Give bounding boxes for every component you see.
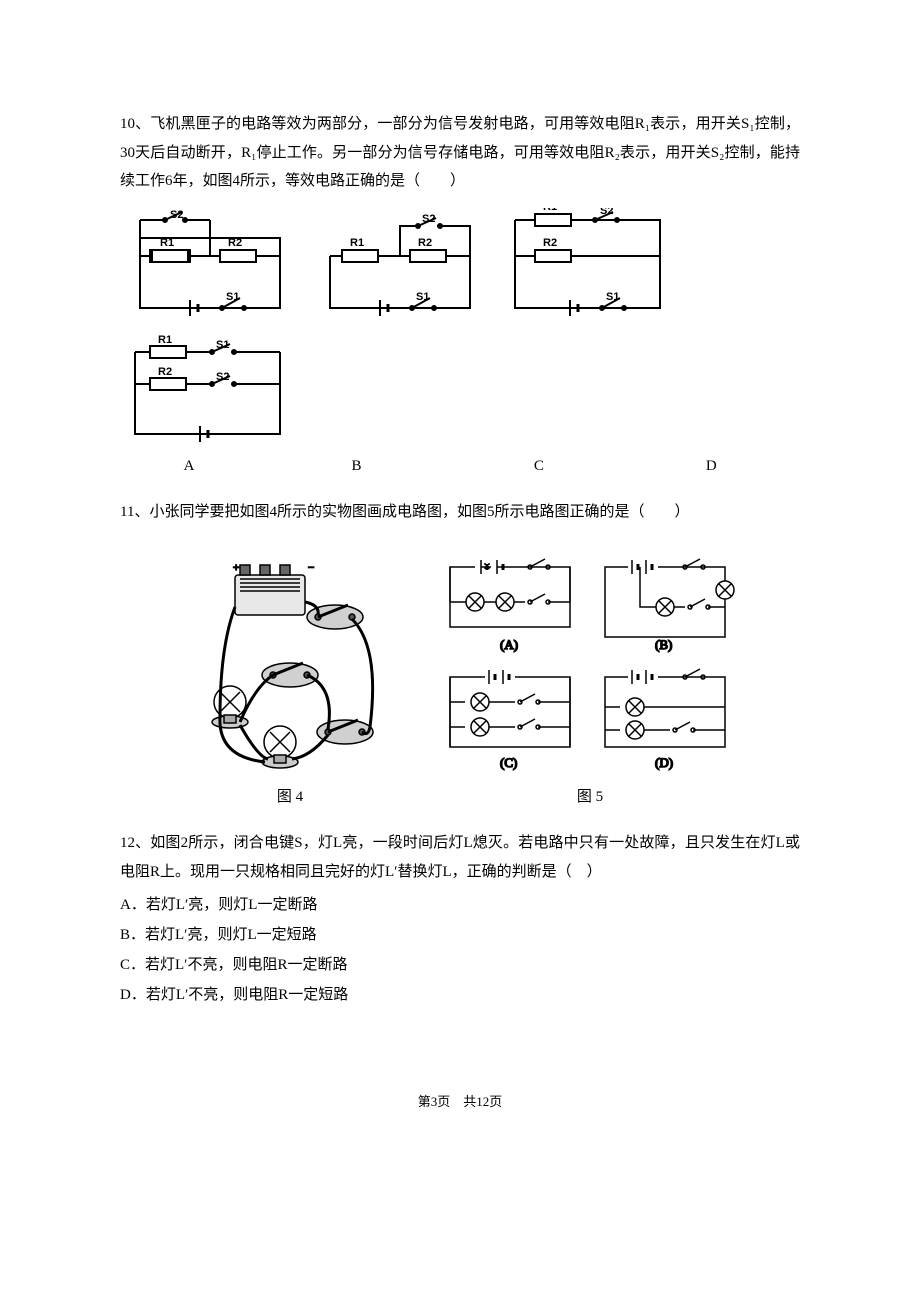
q12-options: A．若灯L′亮，则灯L一定断路 B．若灯L′亮，则灯L一定短路 C．若灯L′不亮…: [120, 890, 800, 1010]
label-s2: S2: [600, 208, 613, 217]
circuit-options-icon: (A): [440, 557, 740, 777]
label-r1: R1: [160, 237, 174, 249]
circuit-a: S2 R1 R2 S1: [120, 208, 300, 326]
label-r2: R2: [418, 237, 432, 249]
question-10: 10、飞机黑匣子的电路等效为两部分，一部分为信号发射电路，可用等效电阻R₁表示，…: [120, 110, 800, 480]
opt-c-label: (C): [500, 755, 517, 770]
fig4-label: 图 4: [180, 783, 400, 812]
opt-d-label: (D): [655, 755, 673, 770]
opt-b-label: (B): [655, 637, 672, 652]
label-r2: R2: [158, 366, 172, 378]
q12-opt-a: A．若灯L′亮，则灯L一定断路: [120, 890, 800, 920]
q11-text: 11、小张同学要把如图4所示的实物图画成电路图，如图5所示电路图正确的是（ ）: [120, 498, 800, 527]
q12-opt-b: B．若灯L′亮，则灯L一定短路: [120, 920, 800, 950]
label-s1: S1: [606, 291, 619, 303]
q11-fig5: (A): [440, 557, 740, 812]
q10-label-b: B: [258, 452, 455, 481]
label-r2: R2: [543, 237, 557, 249]
label-r1: R1: [350, 237, 364, 249]
q10-text: 10、飞机黑匣子的电路等效为两部分，一部分为信号发射电路，可用等效电阻R₁表示，…: [120, 110, 800, 196]
label-s2: S2: [170, 209, 183, 221]
q10-label-c: C: [455, 452, 623, 481]
label-r1: R1: [158, 334, 172, 346]
q11-fig4: + −: [180, 557, 400, 812]
svg-text:−: −: [308, 562, 314, 574]
label-s1: S1: [216, 339, 229, 351]
label-r2: R2: [228, 237, 242, 249]
q11-figures: + −: [120, 557, 800, 812]
circuit-d: R1 S1 R2 S2: [120, 334, 300, 452]
label-s2: S2: [216, 371, 229, 383]
label-s1: S1: [226, 291, 239, 303]
q10-label-a: A: [120, 452, 258, 481]
fig5-label: 图 5: [440, 783, 740, 812]
q10-circuits-row1: S2 R1 R2 S1: [120, 208, 800, 326]
q10-option-labels: A B C D: [120, 452, 800, 481]
page-footer: 第3页 共12页: [120, 1090, 800, 1115]
q12-opt-d: D．若灯L′不亮，则电阻R一定短路: [120, 980, 800, 1010]
q10-label-d: D: [623, 452, 800, 481]
q12-text: 12、如图2所示，闭合电键S，灯L亮，一段时间后灯L熄灭。若电路中只有一处故障，…: [120, 829, 800, 886]
question-12: 12、如图2所示，闭合电键S，灯L亮，一段时间后灯L熄灭。若电路中只有一处故障，…: [120, 829, 800, 1010]
circuit-b: S2 R1 R2 S1: [310, 208, 490, 326]
label-s2: S2: [422, 213, 435, 225]
label-r1b: R1: [543, 208, 557, 210]
question-11: 11、小张同学要把如图4所示的实物图画成电路图，如图5所示电路图正确的是（ ） …: [120, 498, 800, 811]
circuit-c: R1 . R1 S2 R2 S1: [500, 208, 680, 326]
label-s1: S1: [416, 291, 429, 303]
opt-a-label: (A): [500, 637, 518, 652]
q12-opt-c: C．若灯L′不亮，则电阻R一定断路: [120, 950, 800, 980]
svg-text:+: +: [233, 562, 239, 574]
physical-circuit-icon: + −: [180, 557, 400, 777]
